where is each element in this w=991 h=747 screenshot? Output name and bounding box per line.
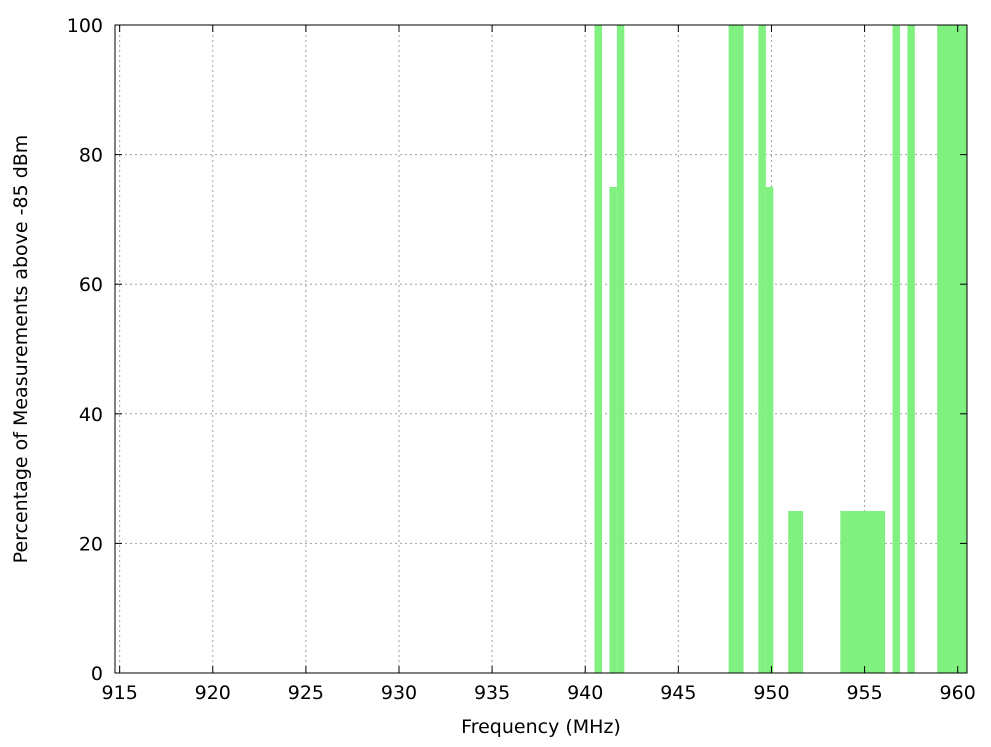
bar — [609, 187, 617, 673]
y-tick-label: 40 — [79, 404, 103, 426]
bar — [758, 25, 766, 673]
bars — [594, 25, 967, 673]
y-tick-label: 60 — [79, 274, 103, 296]
y-axis-title: Percentage of Measurements above -85 dBm — [10, 135, 32, 564]
bar — [765, 187, 774, 673]
x-tick-label: 935 — [474, 682, 510, 704]
x-tick-label: 940 — [567, 682, 603, 704]
bar — [594, 25, 602, 673]
x-tick-label: 930 — [381, 682, 417, 704]
bar — [616, 25, 625, 673]
bar — [840, 511, 886, 673]
x-tick-label: 920 — [195, 682, 231, 704]
bar — [788, 511, 804, 673]
bar — [907, 25, 915, 673]
x-tick-label: 955 — [846, 682, 882, 704]
x-tick-label: 915 — [102, 682, 138, 704]
y-tick-label: 80 — [79, 145, 103, 167]
x-tick-label: 960 — [940, 682, 976, 704]
axis-ticks: 915 920 925 930 935 940 945 950 955 960 0 20 40 60 80 1… — [67, 15, 976, 704]
bar — [937, 25, 967, 673]
y-tick-label: 0 — [91, 663, 103, 685]
x-tick-label: 950 — [753, 682, 789, 704]
grid — [115, 25, 967, 673]
bar — [892, 25, 900, 673]
y-tick-label: 100 — [67, 15, 103, 37]
x-axis-title: Frequency (MHz) — [461, 716, 621, 738]
plot-area-frame — [114, 24, 968, 674]
x-tick-label: 945 — [660, 682, 696, 704]
x-tick-label: 925 — [288, 682, 324, 704]
bar — [728, 25, 744, 673]
y-tick-label: 20 — [79, 533, 103, 555]
